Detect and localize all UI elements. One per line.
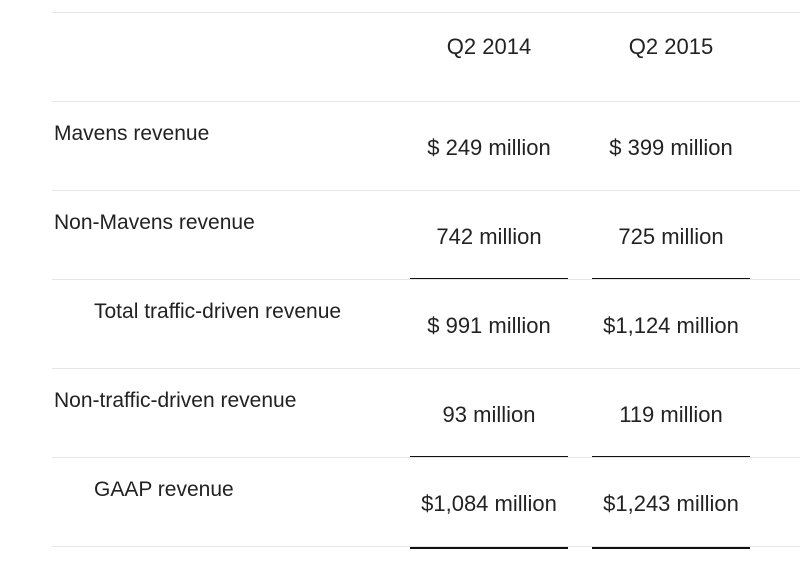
row-label: Non-Mavens revenue — [54, 211, 255, 234]
row-label: Non-traffic-driven revenue — [54, 389, 297, 412]
table-cell: $1,124 million — [603, 313, 739, 338]
table-cell: $ 249 million — [427, 135, 551, 160]
table-row: Mavens revenue $ 249 million $ 399 milli… — [52, 101, 800, 190]
table-row: Total traffic-driven revenue $ 991 milli… — [52, 279, 800, 368]
column-header-q2-2014: Q2 2014 — [446, 34, 532, 59]
table-row: Non-traffic-driven revenue 93 million 11… — [52, 368, 800, 458]
table-cell: $1,243 million — [603, 491, 739, 516]
table-row: GAAP revenue $1,084 million $1,243 milli… — [52, 457, 800, 549]
revenue-table: Q2 2014 Q2 2015 Mavens revenue $ 249 mil… — [52, 12, 800, 549]
table-cell: 725 million — [618, 224, 724, 249]
column-header-q2-2015: Q2 2015 — [628, 34, 714, 59]
table-cell: $ 991 million — [427, 313, 551, 338]
table-cell: 93 million — [442, 402, 536, 427]
row-label: GAAP revenue — [94, 478, 234, 501]
table-cell: $1,084 million — [421, 491, 557, 516]
table-row: Non-Mavens revenue 742 million 725 milli… — [52, 190, 800, 280]
table-header-row: Q2 2014 Q2 2015 — [52, 12, 800, 101]
total-rule — [410, 547, 568, 549]
row-label: Total traffic-driven revenue — [94, 300, 342, 323]
row-label: Mavens revenue — [54, 122, 210, 145]
table-cell: 119 million — [619, 402, 723, 427]
table-cell: 742 million — [436, 224, 542, 249]
table-cell: $ 399 million — [609, 135, 733, 160]
total-rule — [592, 547, 750, 549]
